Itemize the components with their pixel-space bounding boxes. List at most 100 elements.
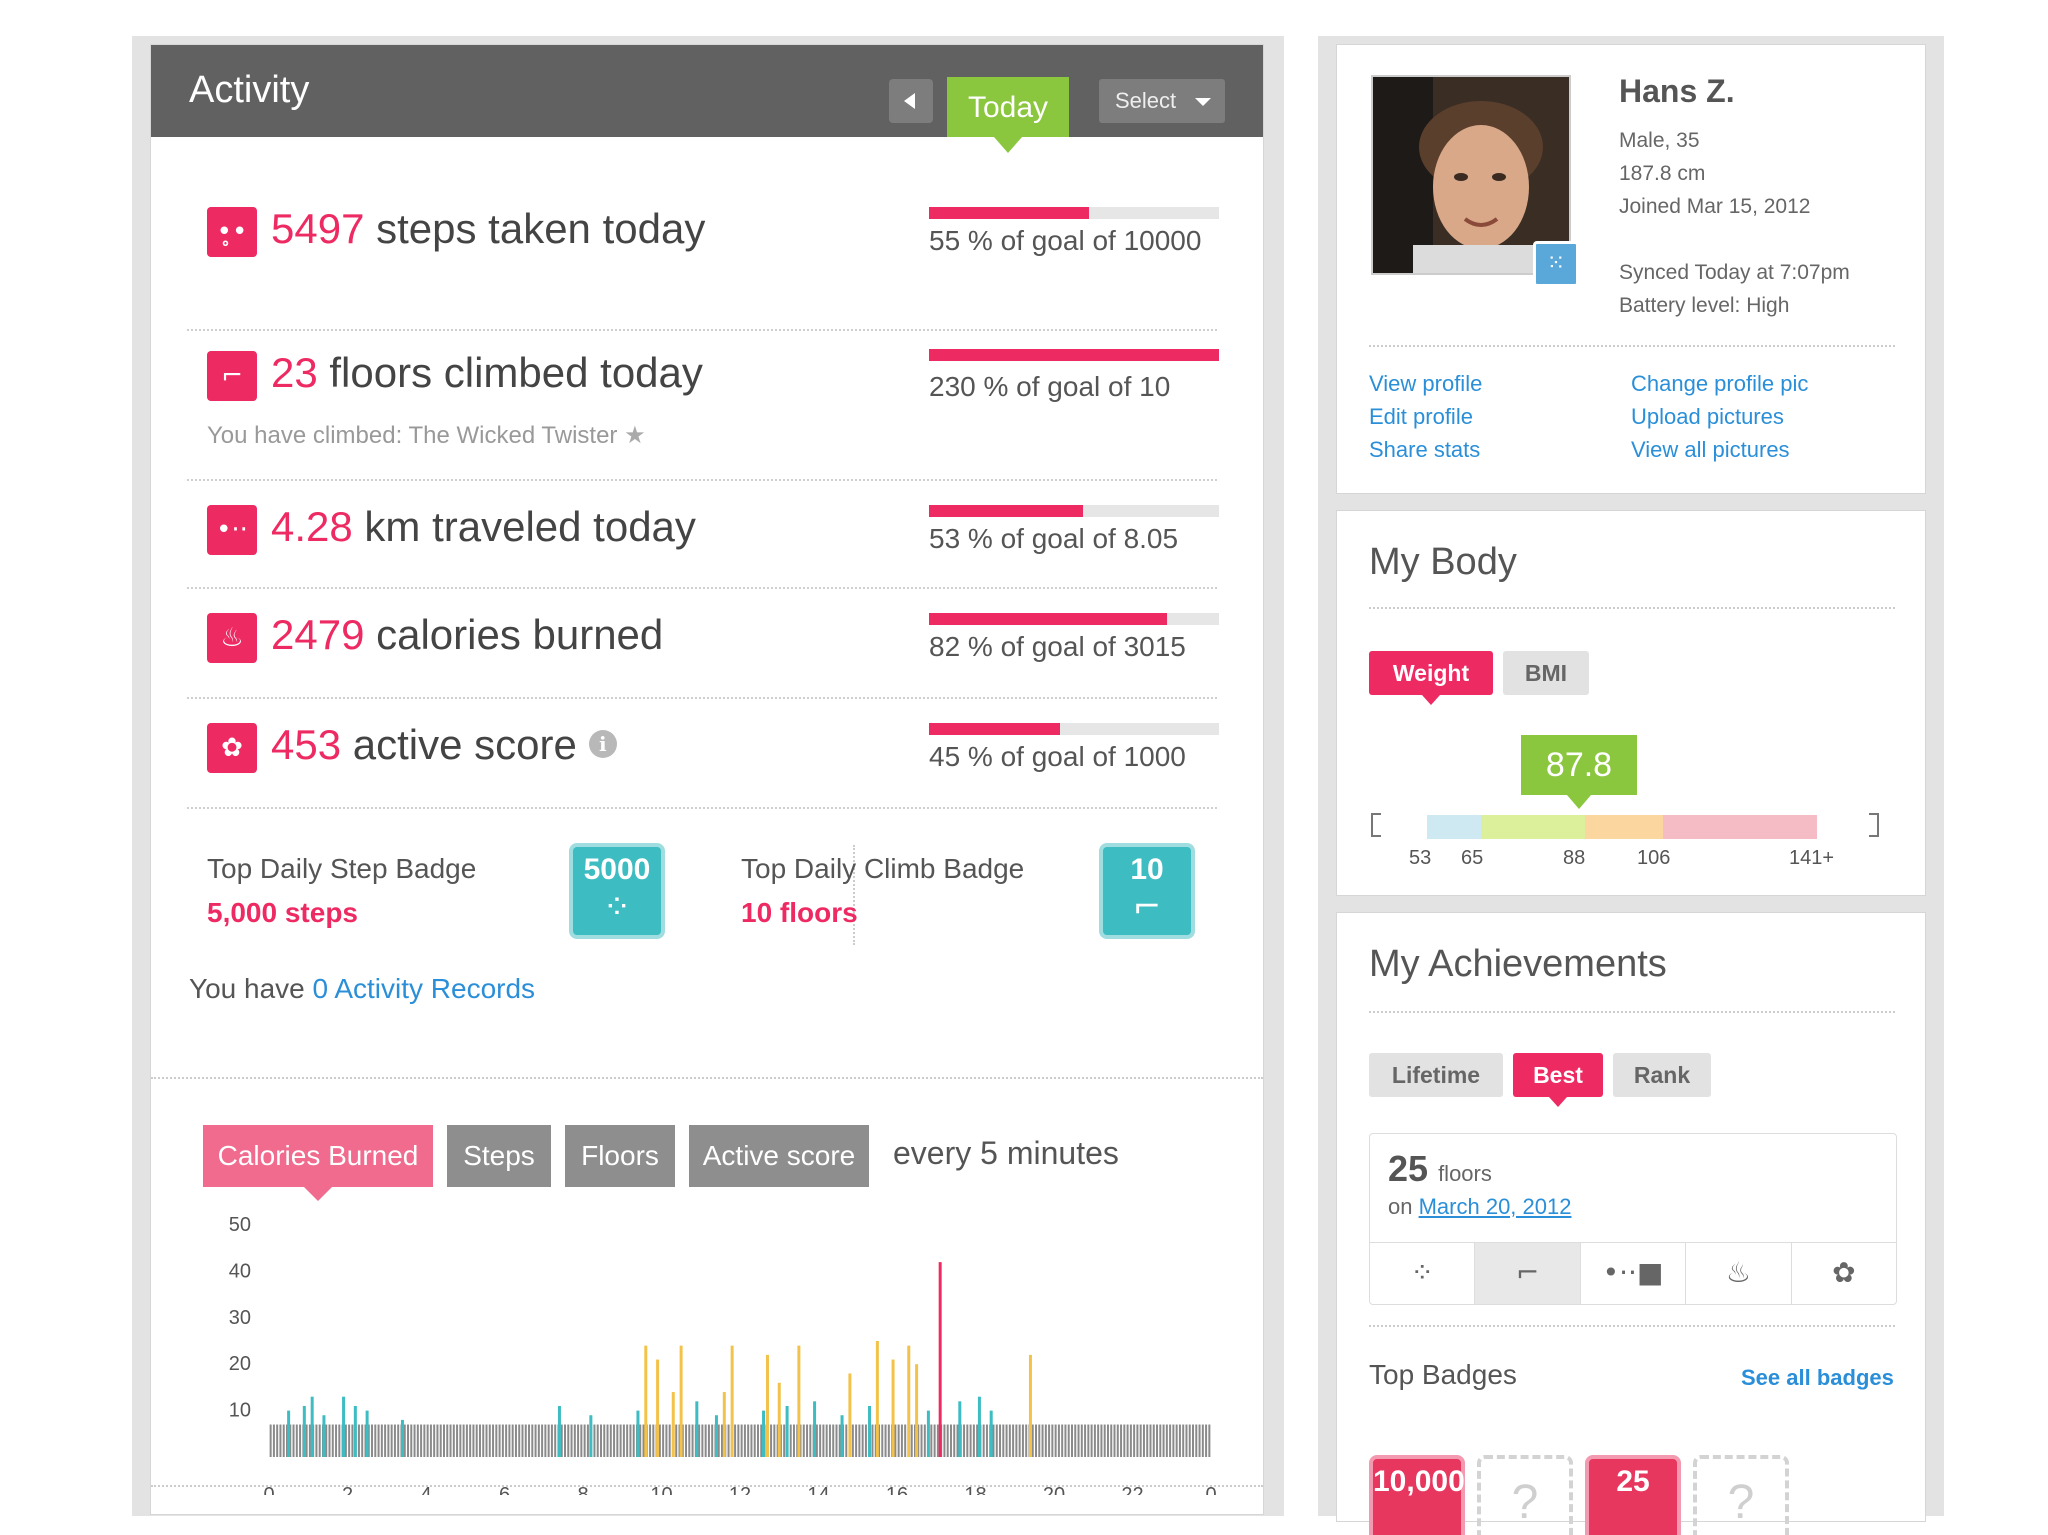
chart-bar-baseline [756, 1424, 759, 1457]
chart-bar-baseline [505, 1424, 508, 1457]
badge-10000-steps[interactable]: 10,000 [1369, 1455, 1465, 1535]
chart-bar [353, 1405, 357, 1457]
previous-day-button[interactable] [889, 79, 933, 123]
tab-lifetime[interactable]: Lifetime [1369, 1053, 1503, 1097]
chart-bar-baseline [1192, 1424, 1195, 1457]
scale-normal [1481, 815, 1585, 839]
x-tick-label: 8 [577, 1484, 588, 1495]
avatar[interactable] [1371, 75, 1571, 275]
chart-bar-baseline [580, 1424, 583, 1457]
calories-stat: 2479 calories burned [271, 611, 664, 658]
chart-bar-baseline [305, 1424, 308, 1457]
active-score-progress-bar [929, 723, 1219, 735]
chart-bar [342, 1396, 346, 1457]
tab-floors[interactable]: Floors [565, 1125, 675, 1187]
chart-bar-baseline [789, 1424, 792, 1457]
view-profile-link[interactable]: View profile [1369, 371, 1483, 396]
tab-weight[interactable]: Weight [1369, 651, 1493, 705]
steps-icon[interactable]: ⁘ [1370, 1243, 1476, 1304]
chart-bar-baseline [747, 1424, 750, 1457]
active-score-icon[interactable]: ✿ [1832, 1256, 1856, 1289]
chart-bar-baseline [734, 1424, 737, 1457]
chart-bar [636, 1410, 640, 1457]
activity-header: Activity Today Select [151, 45, 1263, 153]
chart-bar-baseline [1067, 1424, 1070, 1457]
distance-row: •·· 4.28 km traveled today 53 % of goal … [187, 481, 1219, 589]
badge-25-floors[interactable]: 25 [1585, 1455, 1681, 1535]
chart-bar-baseline [799, 1424, 802, 1457]
scale-tick: 141+ [1789, 847, 1835, 869]
chart-bar-baseline [1074, 1424, 1077, 1457]
activity-records-link[interactable]: 0 Activity Records [312, 973, 536, 1004]
stairs-icon[interactable]: ⌐ [1475, 1243, 1581, 1304]
tab-rank[interactable]: Rank [1613, 1053, 1711, 1097]
chart-bar [1028, 1354, 1032, 1457]
tab-best[interactable]: Best [1513, 1053, 1603, 1107]
chart-bar [848, 1373, 852, 1457]
chart-bar-baseline [1201, 1424, 1204, 1457]
chart-bar-baseline [514, 1424, 517, 1457]
chart-bar-baseline [1021, 1424, 1024, 1457]
info-icon[interactable]: i [588, 730, 617, 758]
chart-bar-baseline [946, 1424, 949, 1457]
distance-goal: 53 % of goal of 8.05 [929, 523, 1179, 554]
chart-bar-baseline [531, 1424, 534, 1457]
chart-bar-baseline [390, 1424, 393, 1457]
chart-bar-baseline [953, 1424, 956, 1457]
active-score-goal: 45 % of goal of 1000 [929, 741, 1186, 772]
change-profile-pic-link[interactable]: Change profile pic [1631, 371, 1809, 396]
select-dropdown[interactable]: Select [1099, 79, 1225, 123]
chart-bar-baseline [622, 1424, 625, 1457]
tab-steps[interactable]: Steps [447, 1125, 551, 1187]
chart-bar-baseline [770, 1424, 773, 1457]
tab-calories-burned[interactable]: Calories Burned [203, 1125, 433, 1201]
step-badge-tile[interactable]: 5000 ⁘ [569, 843, 665, 939]
tab-active-score[interactable]: Active score [689, 1125, 869, 1187]
chart-bar [926, 1410, 930, 1457]
distance-icon[interactable]: •··■ [1581, 1243, 1687, 1304]
chart-bar-baseline [1100, 1424, 1103, 1457]
select-label: Select [1115, 88, 1177, 113]
chart-bar-baseline [658, 1424, 661, 1457]
chart-bar-baseline [743, 1424, 746, 1457]
best-date-link[interactable]: March 20, 2012 [1418, 1194, 1572, 1219]
chart-bar-baseline [521, 1424, 524, 1457]
chart-bar-baseline [1159, 1424, 1162, 1457]
see-all-badges-link[interactable]: See all badges [1741, 1365, 1894, 1390]
chart-bar-baseline [397, 1424, 400, 1457]
today-button[interactable]: Today [947, 77, 1069, 153]
chart-bar [656, 1359, 660, 1457]
badge-unknown[interactable]: ? [1693, 1455, 1789, 1535]
chart-bar-baseline [760, 1424, 763, 1457]
steps-stat: 5497 steps taken today [271, 205, 706, 252]
chart-bar-baseline [596, 1424, 599, 1457]
chart-bar [302, 1405, 306, 1457]
view-all-pictures-link[interactable]: View all pictures [1631, 437, 1790, 462]
chart-bar [915, 1364, 919, 1457]
chart-bar-baseline [1208, 1424, 1211, 1457]
flame-icon[interactable]: ♨ [1686, 1243, 1792, 1304]
chart-bar-baseline [894, 1424, 897, 1457]
activity-panel: Activity Today Select •̥• 5497 steps tak… [150, 44, 1264, 1515]
chart-bar-baseline [740, 1424, 743, 1457]
chart-bar-baseline [1165, 1424, 1168, 1457]
chart-bar-baseline [1087, 1424, 1090, 1457]
chart-bar-baseline [439, 1424, 442, 1457]
share-stats-link[interactable]: Share stats [1369, 437, 1481, 462]
chart-bar-baseline [420, 1424, 423, 1457]
badge-unknown[interactable]: ? [1477, 1455, 1573, 1535]
chart-bar-baseline [1178, 1424, 1181, 1457]
chart-bar-baseline [560, 1424, 563, 1457]
calories-goal: 82 % of goal of 3015 [929, 631, 1186, 662]
chart-bar-baseline [485, 1424, 488, 1457]
x-tick-label: 18 [964, 1484, 986, 1495]
tab-bmi[interactable]: BMI [1503, 651, 1589, 695]
upload-pictures-link[interactable]: Upload pictures [1631, 404, 1784, 429]
chart-bar-baseline [949, 1424, 952, 1457]
edit-profile-link[interactable]: Edit profile [1369, 404, 1473, 429]
x-tick-label: 10 [650, 1484, 672, 1495]
chart-bar-baseline [828, 1424, 831, 1457]
chart-bar-baseline [413, 1424, 416, 1457]
chart-bar [989, 1410, 993, 1457]
climb-badge-tile[interactable]: 10 ⌐ [1099, 843, 1195, 939]
